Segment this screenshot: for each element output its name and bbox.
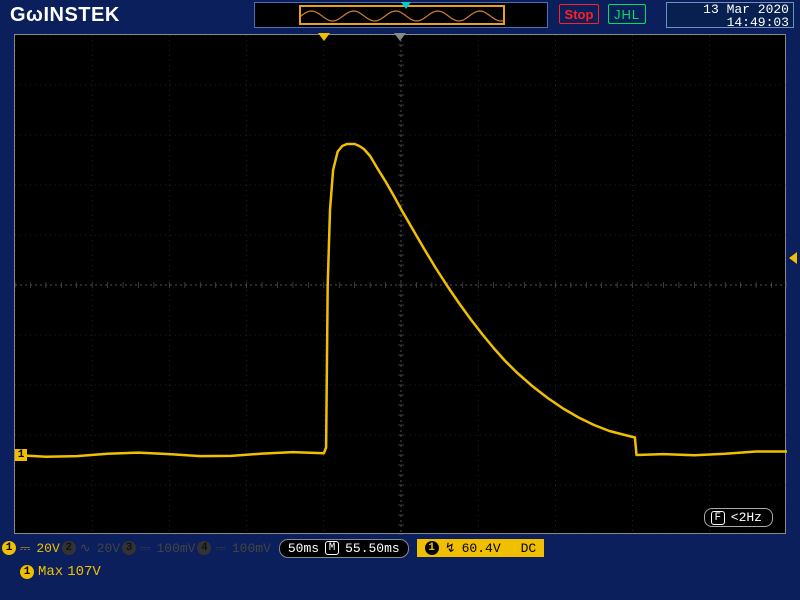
minimap-trigger-marker xyxy=(401,2,411,9)
trigger-coupling: DC xyxy=(521,541,537,556)
waveform-svg xyxy=(15,35,787,535)
channel-ground-marker: 1 xyxy=(15,449,27,461)
run-stop-indicator[interactable]: Stop xyxy=(559,4,599,24)
time-per-div: 50ms xyxy=(288,541,319,556)
channel-badge: 3 xyxy=(122,541,136,555)
channel-scale: 20V xyxy=(36,541,59,556)
trigger-level: 60.4V xyxy=(462,541,501,556)
channel-badge: 1 xyxy=(2,541,16,555)
waveform-plot: 1 F <2Hz xyxy=(14,34,786,534)
trigger-display[interactable]: 1 ↯ 60.4V DC xyxy=(417,539,545,557)
measurement-value: 107V xyxy=(67,564,101,580)
coupling-icon: ⎓ xyxy=(215,540,227,556)
channel-1-status[interactable]: 1 ⎓ 20V xyxy=(2,540,60,556)
frequency-value: <2Hz xyxy=(731,510,762,525)
minimap-window xyxy=(254,2,548,28)
frequency-counter: F <2Hz xyxy=(704,508,773,527)
channel-3-status[interactable]: 3 ⎓ 100mV xyxy=(122,540,195,556)
channel-badge: 4 xyxy=(197,541,211,555)
channel-badge: 2 xyxy=(62,541,76,555)
trigger-position-marker xyxy=(318,33,330,41)
coupling-icon: ⎓ xyxy=(20,540,32,556)
measurement-label: Max xyxy=(38,564,63,580)
brand-logo: GωINSTEK xyxy=(10,4,120,27)
time-text: 14:49:03 xyxy=(667,16,789,29)
trigger-edge-icon: ↯ xyxy=(445,540,456,556)
channel-scale: 100mV xyxy=(232,541,271,556)
datetime-display: 13 Mar 2020 14:49:03 xyxy=(666,2,794,28)
coupling-icon: ∿ xyxy=(80,540,93,556)
frequency-f-icon: F xyxy=(711,511,725,525)
timebase-display[interactable]: 50ms M 55.50ms xyxy=(279,539,409,558)
channel-4-status[interactable]: 4 ⎓ 100mV xyxy=(197,540,270,556)
coupling-icon: ⎓ xyxy=(140,540,152,556)
channel-scale: 20V xyxy=(97,541,120,556)
channel-scale: 100mV xyxy=(156,541,195,556)
channel-2-status[interactable]: 2 ∿ 20V xyxy=(62,540,120,556)
measurement-channel-badge: 1 xyxy=(20,565,34,579)
time-delay: 55.50ms xyxy=(345,541,400,556)
acquisition-mode-indicator[interactable]: JHL xyxy=(608,4,646,24)
measurement-readout: 1 Max 107V xyxy=(20,564,101,580)
trigger-channel-badge: 1 xyxy=(425,541,439,555)
reference-position-marker xyxy=(394,33,406,41)
m-icon: M xyxy=(325,541,339,555)
channel-status-bar: 1⎓20V2∿20V3⎓100mV4⎓100mV50msM55.50ms1↯60… xyxy=(0,538,800,558)
